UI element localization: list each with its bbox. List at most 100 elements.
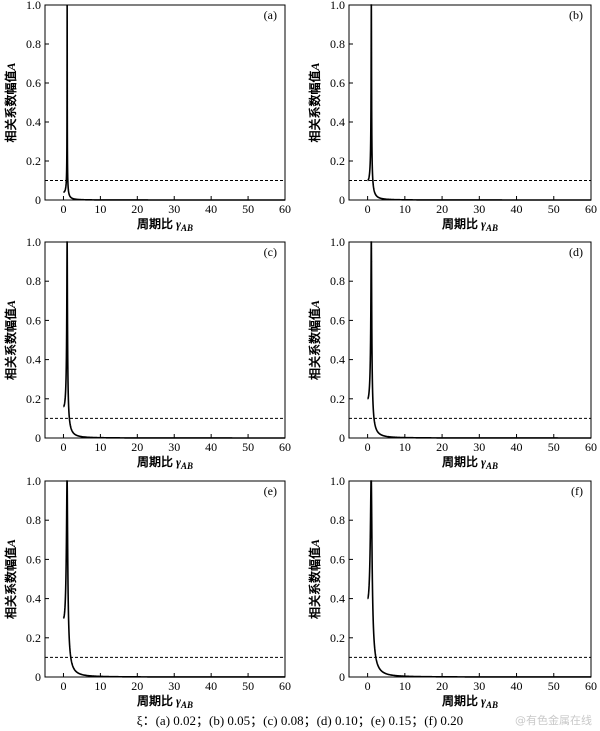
- y-tick-label: 0.6: [26, 313, 41, 327]
- x-tick-label: 40: [205, 202, 217, 216]
- y-tick-label: 0.6: [330, 552, 345, 566]
- x-tick-label: 0: [365, 440, 371, 454]
- y-tick-label: 0.4: [330, 592, 345, 606]
- y-tick-label: 0: [339, 193, 345, 207]
- y-tick-label: 1.0: [330, 0, 345, 12]
- y-tick-label: 0: [339, 431, 345, 445]
- x-tick-label: 50: [242, 202, 254, 216]
- x-tick-label: 20: [131, 440, 143, 454]
- y-tick-label: 0: [339, 670, 345, 684]
- y-tick-label: 0.6: [330, 76, 345, 90]
- chart-panel-e: 0 10 20 30 40 50 60 0 0.2 0.4 0.6 0.8 1.0 (e) 周期比 γAB 相…: [3, 474, 291, 710]
- x-axis-label: 周期比 γAB: [442, 454, 498, 471]
- x-tick-label: 50: [548, 679, 560, 693]
- panel-label: (c): [264, 245, 277, 259]
- x-tick-label: 20: [436, 679, 448, 693]
- x-tick-label: 20: [131, 202, 143, 216]
- y-tick-label: 0.4: [26, 353, 41, 367]
- x-tick-label: 50: [242, 440, 254, 454]
- chart-panel-c: 0 10 20 30 40 50 60 0 0.2 0.4 0.6 0.8 1.0 (c) 周期比 γAB 相…: [3, 235, 291, 471]
- y-tick-label: 0.2: [26, 154, 41, 168]
- y-tick-label: 0.6: [26, 76, 41, 90]
- x-tick-label: 50: [242, 679, 254, 693]
- series-line: [367, 241, 591, 439]
- x-tick-label: 40: [205, 440, 217, 454]
- chart-panel-b: 0 10 20 30 40 50 60 0 0.2 0.4 0.6 0.8 1.0 (b) 周期比 γAB 相…: [307, 0, 597, 233]
- figure-caption: ξ：(a) 0.02；(b) 0.05；(c) 0.08；(d) 0.10；(e…: [136, 713, 464, 728]
- chart-panel-f: 0 10 20 30 40 50 60 0 0.2 0.4 0.6 0.8 1.0 (f) 周期比 γAB 相…: [307, 474, 597, 710]
- panel-label: (e): [264, 484, 277, 498]
- y-tick-label: 0.2: [330, 392, 345, 406]
- y-axis-label: 相关系数幅值A: [307, 539, 322, 619]
- x-tick-label: 30: [473, 202, 485, 216]
- y-axis-label: 相关系数幅值A: [3, 539, 18, 619]
- y-tick-label: 0: [35, 193, 41, 207]
- x-tick-label: 0: [365, 202, 371, 216]
- x-tick-label: 30: [473, 440, 485, 454]
- chart-panel-d: 0 10 20 30 40 50 60 0 0.2 0.4 0.6 0.8 1.0 (d) 周期比 γAB 相…: [307, 235, 597, 471]
- plot-frame: [44, 241, 286, 439]
- plot-frame: [348, 480, 592, 678]
- series-line: [62, 241, 285, 439]
- panel-label: (d): [569, 245, 583, 259]
- y-tick-label: 0.4: [330, 115, 345, 129]
- x-tick-label: 40: [511, 440, 523, 454]
- x-tick-label: 30: [473, 679, 485, 693]
- series-line: [62, 480, 285, 678]
- x-tick-label: 20: [436, 440, 448, 454]
- x-axis-label: 周期比 γAB: [137, 454, 193, 471]
- x-tick-label: 60: [279, 202, 291, 216]
- x-tick-label: 50: [548, 440, 560, 454]
- panel-label: (b): [569, 8, 583, 22]
- y-tick-label: 0.4: [330, 353, 345, 367]
- x-tick-label: 10: [94, 202, 106, 216]
- y-tick-label: 0.4: [26, 592, 41, 606]
- x-tick-label: 60: [585, 440, 597, 454]
- series-line: [367, 4, 591, 201]
- x-tick-label: 10: [399, 202, 411, 216]
- x-tick-label: 0: [60, 202, 66, 216]
- x-tick-label: 60: [279, 679, 291, 693]
- x-tick-label: 40: [205, 679, 217, 693]
- y-tick-label: 1.0: [26, 474, 41, 488]
- x-tick-label: 30: [168, 440, 180, 454]
- series-line: [366, 480, 591, 678]
- y-tick-label: 0.8: [26, 274, 41, 288]
- x-axis-label: 周期比 γAB: [137, 216, 193, 233]
- x-tick-label: 20: [436, 202, 448, 216]
- y-axis-label: 相关系数幅值A: [3, 300, 18, 380]
- series-line: [63, 4, 285, 201]
- y-tick-label: 1.0: [330, 235, 345, 249]
- y-tick-label: 0.8: [330, 274, 345, 288]
- y-tick-label: 0.2: [26, 631, 41, 645]
- y-tick-label: 0: [35, 431, 41, 445]
- x-tick-label: 0: [60, 679, 66, 693]
- x-tick-label: 10: [399, 440, 411, 454]
- y-tick-label: 0.8: [26, 513, 41, 527]
- plot-frame: [348, 4, 592, 201]
- x-tick-label: 0: [60, 440, 66, 454]
- x-tick-label: 30: [168, 679, 180, 693]
- x-tick-label: 40: [511, 202, 523, 216]
- y-tick-label: 1.0: [26, 235, 41, 249]
- x-tick-label: 60: [585, 679, 597, 693]
- y-tick-label: 0.4: [26, 115, 41, 129]
- x-axis-label: 周期比 γAB: [442, 693, 498, 710]
- y-tick-label: 0.2: [330, 154, 345, 168]
- x-tick-label: 30: [168, 202, 180, 216]
- x-tick-label: 60: [585, 202, 597, 216]
- x-tick-label: 10: [94, 679, 106, 693]
- y-axis-label: 相关系数幅值A: [307, 300, 322, 380]
- y-tick-label: 1.0: [26, 0, 41, 12]
- x-tick-label: 0: [365, 679, 371, 693]
- x-tick-label: 10: [399, 679, 411, 693]
- y-tick-label: 0: [35, 670, 41, 684]
- y-tick-label: 0.2: [330, 631, 345, 645]
- y-tick-label: 0.2: [26, 392, 41, 406]
- panel-label: (a): [264, 8, 277, 22]
- x-tick-label: 50: [548, 202, 560, 216]
- plot-frame: [44, 480, 286, 678]
- y-tick-label: 0.8: [330, 37, 345, 51]
- x-axis-label: 周期比 γAB: [137, 693, 193, 710]
